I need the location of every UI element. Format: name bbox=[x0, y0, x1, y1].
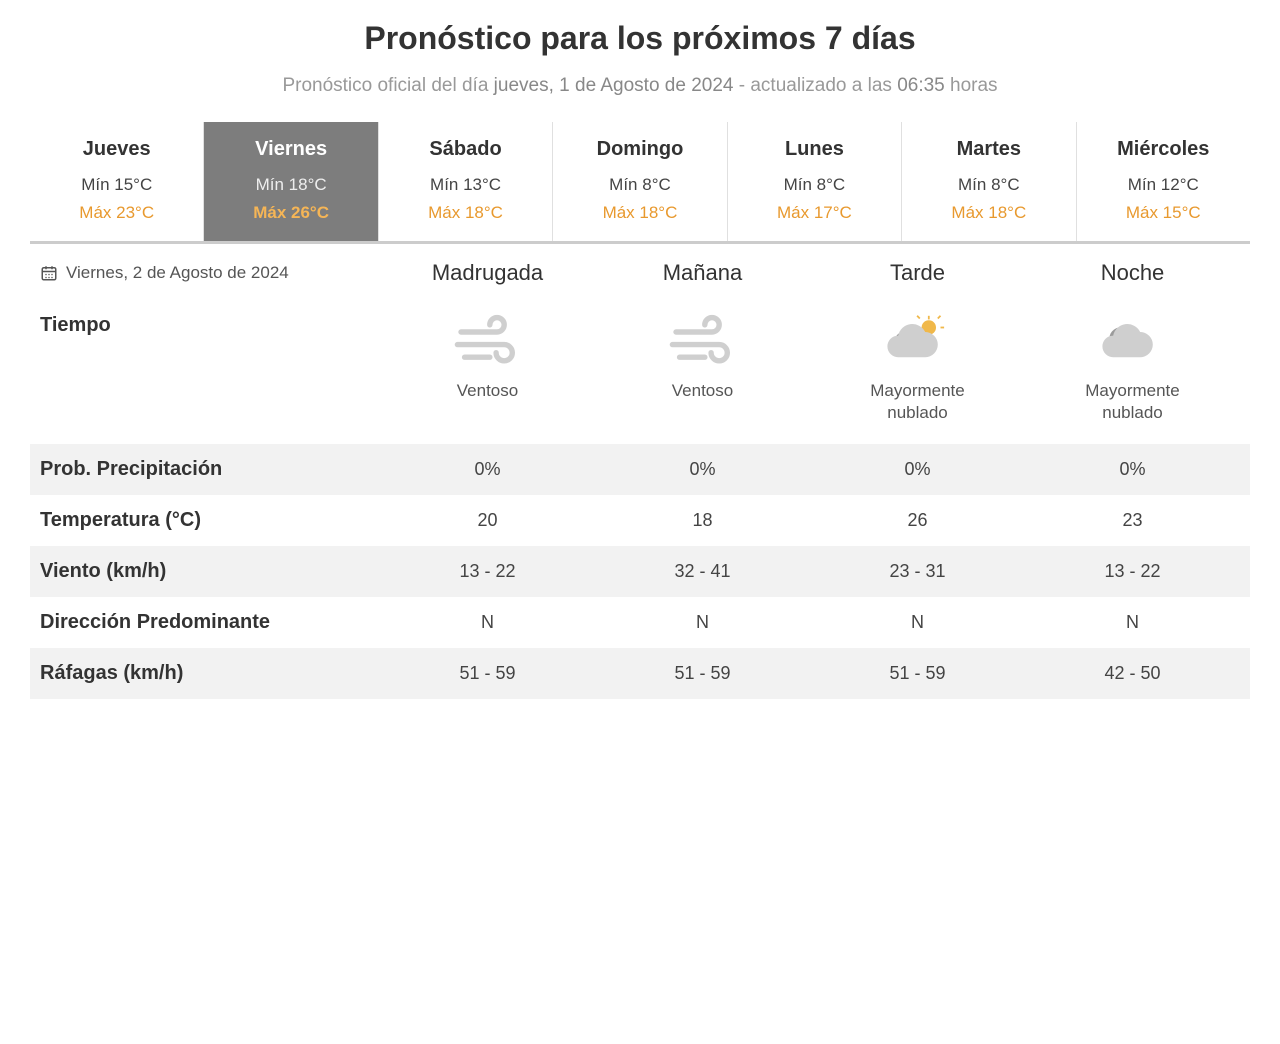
weather-desc: Mayormente nublado bbox=[1063, 380, 1203, 424]
day-min: Mín 8°C bbox=[910, 175, 1067, 195]
row-rafagas: Ráfagas (km/h) 51 - 59 51 - 59 51 - 59 4… bbox=[30, 648, 1250, 699]
cloudy-day-icon bbox=[882, 312, 954, 370]
cell-rafagas: 42 - 50 bbox=[1025, 663, 1240, 684]
row-label-temp: Temperatura (°C) bbox=[40, 509, 380, 532]
weather-cell: Ventoso bbox=[595, 312, 810, 402]
day-name: Martes bbox=[910, 138, 1067, 161]
row-temp: Temperatura (°C) 20 18 26 23 bbox=[30, 495, 1250, 546]
day-name: Domingo bbox=[561, 138, 718, 161]
period-header-row: Viernes, 2 de Agosto de 2024 Madrugada M… bbox=[30, 244, 1250, 294]
day-name: Jueves bbox=[38, 138, 195, 161]
day-name: Miércoles bbox=[1085, 138, 1242, 161]
row-label-precip: Prob. Precipitación bbox=[40, 458, 380, 481]
subtitle-time: 06:35 bbox=[897, 75, 945, 96]
cell-rafagas: 51 - 59 bbox=[810, 663, 1025, 684]
day-name: Lunes bbox=[736, 138, 893, 161]
subtitle-mid: - actualizado a las bbox=[733, 75, 897, 96]
day-max: Máx 18°C bbox=[910, 203, 1067, 223]
day-max: Máx 26°C bbox=[212, 203, 369, 223]
cell-temp: 23 bbox=[1025, 510, 1240, 531]
cell-viento: 13 - 22 bbox=[380, 561, 595, 582]
cell-precip: 0% bbox=[380, 459, 595, 480]
cell-viento: 13 - 22 bbox=[1025, 561, 1240, 582]
day-max: Máx 23°C bbox=[38, 203, 195, 223]
weather-cell: Mayormente nublado bbox=[810, 312, 1025, 424]
period-header: Noche bbox=[1025, 260, 1240, 286]
cell-precip: 0% bbox=[1025, 459, 1240, 480]
cell-precip: 0% bbox=[810, 459, 1025, 480]
cell-dir: N bbox=[810, 612, 1025, 633]
calendar-icon bbox=[40, 264, 58, 282]
day-tab[interactable]: Martes Mín 8°C Máx 18°C bbox=[902, 122, 1076, 241]
day-name: Viernes bbox=[212, 138, 369, 161]
cell-rafagas: 51 - 59 bbox=[380, 663, 595, 684]
cell-temp: 26 bbox=[810, 510, 1025, 531]
cell-viento: 32 - 41 bbox=[595, 561, 810, 582]
cell-temp: 18 bbox=[595, 510, 810, 531]
weather-desc: Mayormente nublado bbox=[848, 380, 988, 424]
cell-dir: N bbox=[1025, 612, 1240, 633]
period-header: Tarde bbox=[810, 260, 1025, 286]
row-label-rafagas: Ráfagas (km/h) bbox=[40, 662, 380, 685]
cell-precip: 0% bbox=[595, 459, 810, 480]
weather-cell: Ventoso bbox=[380, 312, 595, 402]
day-max: Máx 15°C bbox=[1085, 203, 1242, 223]
day-tab[interactable]: Lunes Mín 8°C Máx 17°C bbox=[728, 122, 902, 241]
day-min: Mín 15°C bbox=[38, 175, 195, 195]
day-max: Máx 18°C bbox=[561, 203, 718, 223]
wind-icon bbox=[452, 312, 524, 370]
day-min: Mín 18°C bbox=[212, 175, 369, 195]
cell-dir: N bbox=[595, 612, 810, 633]
forecast-widget: Pronóstico para los próximos 7 días Pron… bbox=[0, 0, 1280, 719]
subtitle-suffix: horas bbox=[945, 75, 998, 96]
day-min: Mín 8°C bbox=[561, 175, 718, 195]
row-tiempo: Tiempo Ventoso Ventoso Mayormente nublad… bbox=[30, 294, 1250, 444]
wind-icon bbox=[667, 312, 739, 370]
selected-date-label: Viernes, 2 de Agosto de 2024 bbox=[40, 263, 380, 283]
day-min: Mín 13°C bbox=[387, 175, 544, 195]
row-precip: Prob. Precipitación 0% 0% 0% 0% bbox=[30, 444, 1250, 495]
day-max: Máx 18°C bbox=[387, 203, 544, 223]
period-header: Mañana bbox=[595, 260, 810, 286]
row-label-tiempo: Tiempo bbox=[40, 312, 380, 337]
day-tab[interactable]: Viernes Mín 18°C Máx 26°C bbox=[204, 122, 378, 241]
row-viento: Viento (km/h) 13 - 22 32 - 41 23 - 31 13… bbox=[30, 546, 1250, 597]
day-max: Máx 17°C bbox=[736, 203, 893, 223]
weather-cell: Mayormente nublado bbox=[1025, 312, 1240, 424]
row-label-viento: Viento (km/h) bbox=[40, 560, 380, 583]
day-min: Mín 8°C bbox=[736, 175, 893, 195]
weather-desc: Ventoso bbox=[457, 380, 518, 402]
period-header: Madrugada bbox=[380, 260, 595, 286]
cell-rafagas: 51 - 59 bbox=[595, 663, 810, 684]
cloudy-night-icon bbox=[1097, 312, 1169, 370]
day-tab[interactable]: Miércoles Mín 12°C Máx 15°C bbox=[1077, 122, 1250, 241]
selected-date-text: Viernes, 2 de Agosto de 2024 bbox=[66, 263, 289, 283]
cell-viento: 23 - 31 bbox=[810, 561, 1025, 582]
day-name: Sábado bbox=[387, 138, 544, 161]
row-dir: Dirección Predominante N N N N bbox=[30, 597, 1250, 648]
subtitle-prefix: Pronóstico oficial del día bbox=[282, 75, 493, 96]
day-tab[interactable]: Sábado Mín 13°C Máx 18°C bbox=[379, 122, 553, 241]
cell-temp: 20 bbox=[380, 510, 595, 531]
day-tab[interactable]: Domingo Mín 8°C Máx 18°C bbox=[553, 122, 727, 241]
weather-desc: Ventoso bbox=[672, 380, 733, 402]
day-tabs: Jueves Mín 15°C Máx 23°C Viernes Mín 18°C Máx… bbox=[30, 122, 1250, 244]
subtitle-date: jueves, 1 de Agosto de 2024 bbox=[494, 75, 734, 96]
cell-dir: N bbox=[380, 612, 595, 633]
day-min: Mín 12°C bbox=[1085, 175, 1242, 195]
row-label-dir: Dirección Predominante bbox=[40, 611, 380, 634]
page-title: Pronóstico para los próximos 7 días bbox=[30, 20, 1250, 57]
day-tab[interactable]: Jueves Mín 15°C Máx 23°C bbox=[30, 122, 204, 241]
subtitle: Pronóstico oficial del día jueves, 1 de … bbox=[30, 75, 1250, 97]
